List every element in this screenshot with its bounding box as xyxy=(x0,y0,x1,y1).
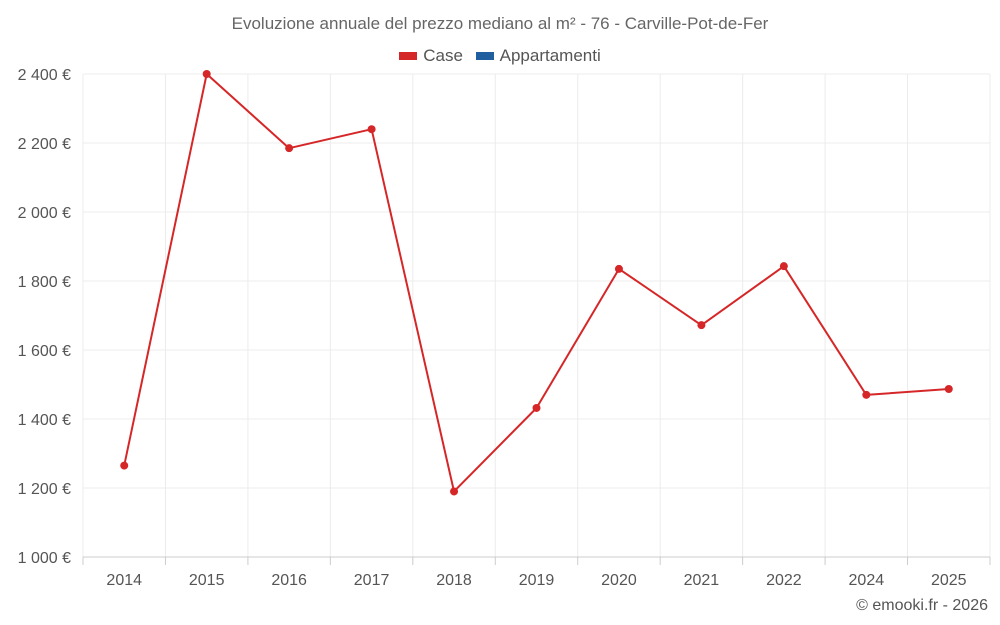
y-tick-label: 1 600 € xyxy=(18,343,71,360)
y-tick-label: 2 200 € xyxy=(18,136,71,153)
data-point[interactable] xyxy=(367,125,376,134)
x-tick-label: 2022 xyxy=(766,572,802,589)
x-tick-label: 2019 xyxy=(519,572,555,589)
legend-item-case[interactable]: Case xyxy=(399,46,463,66)
legend-label-appartamenti: Appartamenti xyxy=(499,46,601,65)
data-point[interactable] xyxy=(779,262,788,271)
legend: Case Appartamenti xyxy=(0,45,1000,66)
y-tick-label: 1 200 € xyxy=(18,481,71,498)
legend-swatch-case xyxy=(399,52,418,60)
data-point[interactable] xyxy=(614,264,623,273)
data-point[interactable] xyxy=(285,144,294,153)
data-point[interactable] xyxy=(450,487,459,496)
data-point[interactable] xyxy=(862,390,871,399)
y-tick-label: 1 800 € xyxy=(18,274,71,291)
data-point[interactable] xyxy=(944,384,953,393)
credit-text: © emooki.fr - 2026 xyxy=(856,597,988,614)
legend-label-case: Case xyxy=(423,46,463,65)
y-tick-label: 1 400 € xyxy=(18,412,71,429)
x-tick-label: 2025 xyxy=(931,572,967,589)
data-point[interactable] xyxy=(532,403,541,412)
x-tick-label: 2024 xyxy=(849,572,885,589)
x-tick-label: 2016 xyxy=(271,572,307,589)
y-tick-label: 2 400 € xyxy=(18,67,71,84)
data-point[interactable] xyxy=(120,461,129,470)
x-tick-label: 2015 xyxy=(189,572,225,589)
x-tick-label: 2021 xyxy=(684,572,720,589)
x-tick-label: 2018 xyxy=(436,572,472,589)
chart-title: Evoluzione annuale del prezzo mediano al… xyxy=(231,14,769,33)
legend-swatch-appartamenti xyxy=(475,52,494,60)
data-point[interactable] xyxy=(697,321,706,330)
y-tick-label: 2 000 € xyxy=(18,205,71,222)
x-tick-label: 2017 xyxy=(354,572,390,589)
y-tick-label: 1 000 € xyxy=(18,550,71,567)
data-point[interactable] xyxy=(202,70,211,78)
legend-item-appartamenti[interactable]: Appartamenti xyxy=(475,46,601,66)
x-tick-label: 2020 xyxy=(601,572,637,589)
x-tick-label: 2014 xyxy=(106,572,142,589)
